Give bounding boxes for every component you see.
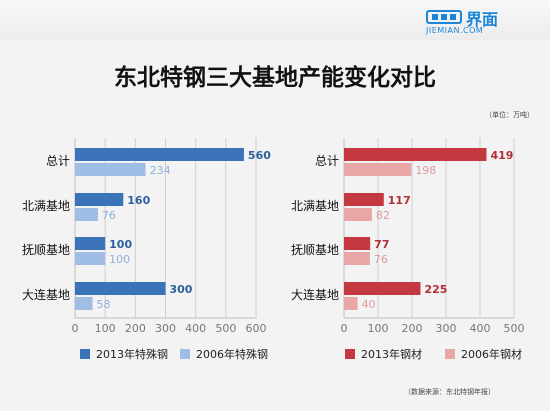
legend-label: 2006年钢材	[461, 347, 522, 361]
bar	[344, 282, 421, 295]
category-label: 抚顺基地	[22, 243, 70, 257]
bar	[344, 237, 371, 250]
bar	[344, 208, 372, 221]
data-label: 76	[374, 253, 388, 266]
category-label: 北满基地	[22, 199, 70, 213]
legend-label: 2006年特殊钢	[196, 347, 268, 361]
x-tick-label: 500	[504, 322, 525, 335]
data-label: 234	[150, 164, 171, 177]
x-tick-label: 100	[95, 322, 116, 335]
x-tick-label: 600	[246, 322, 267, 335]
category-label: 北满基地	[291, 199, 339, 213]
chart-2: 0 100 200 300 400 500 总计 419 198 北满基地 117 82 抚顺基地 77 7…	[291, 138, 525, 361]
brand-name: 界面	[466, 10, 499, 29]
brand-domain: JIEMIAN.COM	[426, 26, 484, 35]
x-tick-label: 0	[341, 322, 348, 335]
data-label: 198	[415, 164, 436, 177]
category-label: 总计	[315, 154, 339, 168]
legend-swatch	[345, 349, 355, 359]
legend-label: 2013年特殊钢	[96, 347, 168, 361]
legend-swatch	[180, 349, 190, 359]
bar	[75, 237, 106, 250]
chart-1: 0 100 200 300 400 500 600 总计 560 234 北满基地 160 76 抚顺基地…	[22, 138, 271, 361]
logo-icon	[426, 10, 462, 24]
category-label: 抚顺基地	[291, 243, 339, 257]
category-label: 大连基地	[22, 287, 70, 302]
x-tick-label: 400	[470, 322, 491, 335]
bar	[344, 252, 370, 265]
data-label: 300	[170, 283, 193, 296]
legend-swatch	[80, 349, 90, 359]
data-label: 77	[374, 238, 389, 251]
bar	[75, 193, 124, 206]
data-label: 76	[102, 209, 116, 222]
bar	[75, 297, 93, 310]
top-bar	[0, 0, 550, 40]
data-label: 100	[109, 238, 132, 251]
x-tick-label: 300	[155, 322, 176, 335]
x-tick-label: 0	[72, 322, 79, 335]
bar	[75, 163, 146, 176]
bar	[75, 148, 244, 161]
data-label: 58	[96, 298, 110, 311]
data-label: 419	[490, 149, 513, 162]
bar	[344, 297, 358, 310]
brand-logo: 界面 JIEMIAN.COM	[426, 6, 536, 36]
bar	[344, 163, 412, 176]
x-tick-label: 200	[125, 322, 146, 335]
legend-label: 2013年钢材	[361, 347, 422, 361]
chart-title: 东北特钢三大基地产能变化对比	[114, 65, 436, 91]
data-label: 160	[127, 194, 150, 207]
x-tick-label: 100	[368, 322, 389, 335]
source-note: （数据来源：东北特钢年报）	[404, 388, 495, 396]
data-label: 560	[248, 149, 271, 162]
x-tick-label: 200	[402, 322, 423, 335]
bar	[75, 252, 106, 265]
bar	[344, 193, 384, 206]
bar	[75, 208, 98, 221]
x-tick-label: 500	[215, 322, 236, 335]
x-tick-label: 400	[185, 322, 206, 335]
legend-swatch	[445, 349, 455, 359]
data-label: 40	[362, 298, 376, 311]
unit-note: （单位：万吨）	[485, 111, 534, 119]
category-label: 总计	[46, 154, 70, 168]
data-label: 225	[425, 283, 448, 296]
category-label: 大连基地	[291, 287, 339, 302]
bar	[75, 282, 166, 295]
data-label: 82	[376, 209, 390, 222]
x-tick-label: 300	[436, 322, 457, 335]
data-label: 117	[388, 194, 411, 207]
bar	[344, 148, 487, 161]
data-label: 100	[109, 253, 130, 266]
